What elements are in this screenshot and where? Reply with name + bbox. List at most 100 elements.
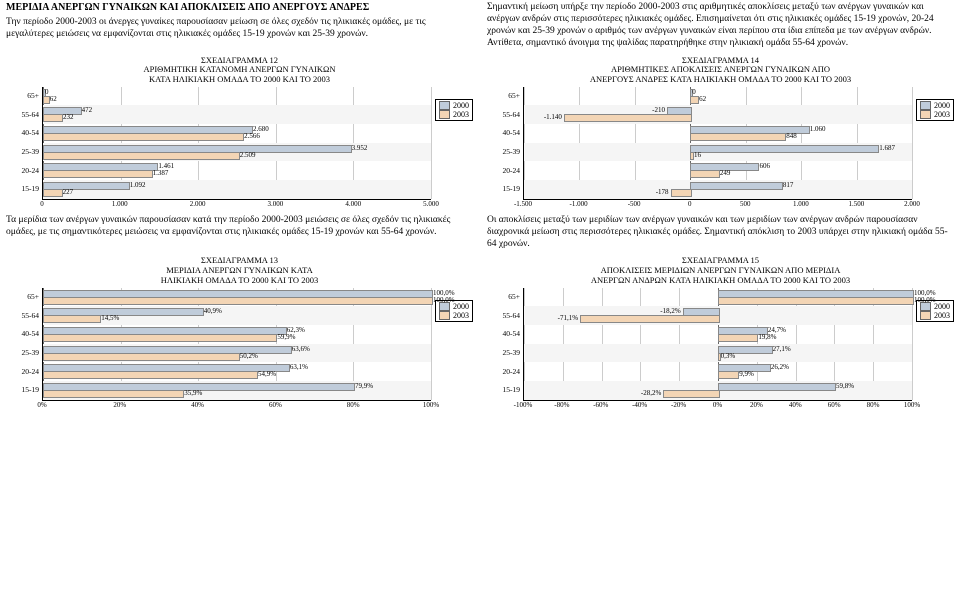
bar-value: 2.509	[240, 151, 256, 159]
x-tick: -500	[628, 200, 641, 208]
category-label: 20-24	[7, 367, 39, 376]
bar	[43, 353, 240, 361]
bar	[718, 383, 836, 391]
mid-left-text: Τα μερίδια των ανέργων γυναικών παρουσία…	[6, 215, 473, 239]
bar-value: 62	[699, 95, 706, 103]
bar	[671, 189, 693, 197]
bar	[690, 96, 699, 104]
category-label: 65+	[7, 91, 39, 100]
bar	[718, 334, 758, 342]
bar-value: 848	[786, 132, 797, 140]
category-label: 55-64	[488, 311, 520, 320]
category-label: 20-24	[488, 166, 520, 175]
bar	[690, 145, 879, 153]
bar	[43, 189, 63, 197]
x-tick: -80%	[554, 401, 569, 409]
x-tick: 20%	[113, 401, 126, 409]
section-heading: ΜΕΡΙΔΙΑ ΑΝΕΡΓΩΝ ΓΥΝΑΙΚΩΝ ΚΑΙ ΑΠΟΚΛΙΣΕΙΣ …	[6, 2, 473, 14]
x-tick: 80%	[347, 401, 360, 409]
bar	[43, 152, 240, 160]
bar-value: 0	[692, 88, 696, 96]
bar-value: 63,1%	[290, 363, 308, 371]
chart-14: ΣΧΕΔΙΑΓΡΑΜΜΑ 14ΑΡΙΘΜΗΤΙΚΕΣ ΑΠΟΚΛΙΣΕΙΣ ΑΝ…	[487, 54, 954, 211]
bar-value: 26,2%	[771, 363, 789, 371]
bar-value: 2.566	[244, 132, 260, 140]
x-tick: 40%	[191, 401, 204, 409]
bar-value: 79,9%	[355, 382, 373, 390]
x-tick: 3.000	[268, 200, 284, 208]
bar	[564, 114, 692, 122]
category-label: 55-64	[488, 110, 520, 119]
category-label: 20-24	[7, 166, 39, 175]
bar	[43, 371, 258, 379]
category-label: 25-39	[7, 147, 39, 156]
chart-13: ΣΧΕΔΙΑΓΡΑΜΜΑ 13ΜΕΡΙΔΙΑ ΑΝΕΡΓΩΝ ΓΥΝΑΙΚΩΝ …	[6, 254, 473, 411]
category-label: 65+	[488, 292, 520, 301]
bar-value: 100,0%	[433, 296, 455, 304]
bar	[690, 182, 783, 190]
category-label: 15-19	[7, 385, 39, 394]
bar-value: 19,8%	[758, 333, 776, 341]
chart-12: ΣΧΕΔΙΑΓΡΑΜΜΑ 12ΑΡΙΘΜΗΤΙΚΗ ΚΑΤΑΝΟΜΗ ΑΝΕΡΓ…	[6, 54, 473, 211]
x-tick: 2.000	[904, 200, 920, 208]
mid-right-text: Οι αποκλίσεις μεταξύ των μεριδίων των αν…	[487, 215, 954, 251]
x-tick: 500	[740, 200, 751, 208]
bar-value: -1.140	[544, 113, 562, 121]
x-tick: -1.500	[514, 200, 532, 208]
bar-value: 59,8%	[836, 382, 854, 390]
x-tick: -60%	[593, 401, 608, 409]
bar	[690, 133, 786, 141]
bar-value: 14,5%	[101, 314, 119, 322]
x-tick: -100%	[514, 401, 533, 409]
bar-value: -18,2%	[660, 307, 680, 315]
bar-value: 606	[759, 162, 770, 170]
bar-value: 35,9%	[184, 389, 202, 397]
category-label: 55-64	[7, 110, 39, 119]
category-label: 15-19	[488, 385, 520, 394]
x-tick: 60%	[828, 401, 841, 409]
x-tick: 0%	[713, 401, 722, 409]
bar-value: 817	[783, 181, 794, 189]
category-label: 40-54	[7, 128, 39, 137]
bar-value: 27,1%	[773, 345, 791, 353]
x-tick: -1.000	[570, 200, 588, 208]
x-tick: 0	[688, 200, 692, 208]
chart-legend: 20002003	[916, 99, 954, 121]
bar-value: 3.952	[352, 144, 368, 152]
x-tick: 40%	[789, 401, 802, 409]
chart-title: ΣΧΕΔΙΑΓΡΑΜΜΑ 12ΑΡΙΘΜΗΤΙΚΗ ΚΑΤΑΝΟΜΗ ΑΝΕΡΓ…	[6, 56, 473, 85]
x-tick: 1.500	[849, 200, 865, 208]
category-label: 25-39	[488, 147, 520, 156]
x-tick: -20%	[671, 401, 686, 409]
bar-value: -178	[656, 188, 669, 196]
bar-value: 1.060	[810, 125, 826, 133]
bar	[43, 170, 153, 178]
x-tick: 0	[40, 200, 44, 208]
x-tick: 4.000	[345, 200, 361, 208]
x-tick: 100%	[904, 401, 920, 409]
bar-value: 1.387	[153, 169, 169, 177]
bar	[718, 371, 739, 379]
bar-value: 249	[720, 169, 731, 177]
bar	[663, 390, 720, 398]
x-tick: 5.000	[423, 200, 439, 208]
intro-right: Σημαντική μείωση υπήρξε την περίοδο 2000…	[487, 2, 954, 50]
bar-value: -28,2%	[641, 389, 661, 397]
bar-value: 63,6%	[292, 345, 310, 353]
bar-value: 50,2%	[240, 352, 258, 360]
bar-value: 1.092	[130, 181, 146, 189]
bar-value: 16	[694, 151, 701, 159]
x-tick: 2.000	[190, 200, 206, 208]
bar	[43, 390, 184, 398]
category-label: 40-54	[7, 329, 39, 338]
intro-left: Την περίοδο 2000-2003 οι άνεργες γυναίκε…	[6, 17, 473, 41]
x-tick: 80%	[867, 401, 880, 409]
bar	[690, 170, 720, 178]
category-label: 40-54	[488, 329, 520, 338]
bar-value: 9,9%	[739, 370, 754, 378]
x-tick: 20%	[750, 401, 763, 409]
x-tick: 100%	[423, 401, 439, 409]
chart-15: ΣΧΕΔΙΑΓΡΑΜΜΑ 15ΑΠΟΚΛΙΣΕΙΣ ΜΕΡΙΔΙΩΝ ΑΝΕΡΓ…	[487, 254, 954, 411]
x-tick: 1.000	[793, 200, 809, 208]
category-label: 15-19	[488, 184, 520, 193]
